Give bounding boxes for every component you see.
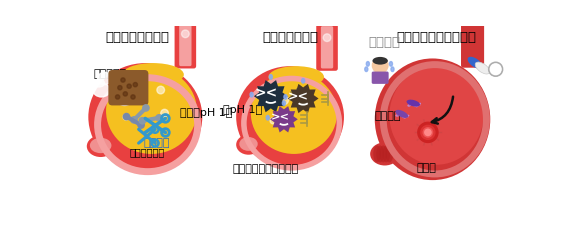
Text: ペプシン: ペプシン	[144, 137, 170, 147]
Text: バクテリア（バイ菌）: バクテリア（バイ菌）	[232, 163, 299, 173]
Text: 胃酸による殺菌: 胃酸による殺菌	[262, 31, 318, 44]
Text: 胃潰瘍: 胃潰瘍	[417, 162, 436, 172]
FancyBboxPatch shape	[321, 27, 333, 69]
FancyBboxPatch shape	[174, 19, 196, 69]
Ellipse shape	[236, 135, 261, 155]
FancyBboxPatch shape	[108, 71, 148, 106]
Circle shape	[488, 63, 503, 77]
Ellipse shape	[106, 68, 197, 154]
Circle shape	[118, 86, 122, 90]
Circle shape	[417, 122, 439, 144]
Circle shape	[121, 79, 125, 83]
Ellipse shape	[118, 95, 131, 106]
Circle shape	[157, 87, 165, 94]
Ellipse shape	[383, 146, 390, 163]
Ellipse shape	[284, 95, 287, 100]
Circle shape	[424, 129, 432, 137]
Ellipse shape	[395, 110, 408, 118]
Text: ピロリ菌: ピロリ菌	[375, 111, 401, 121]
Circle shape	[279, 96, 289, 105]
Ellipse shape	[468, 58, 482, 69]
Circle shape	[123, 114, 129, 121]
Circle shape	[123, 92, 127, 97]
Polygon shape	[254, 81, 288, 113]
Ellipse shape	[379, 146, 387, 163]
Text: ><: ><	[288, 90, 309, 102]
Ellipse shape	[375, 59, 490, 180]
Circle shape	[131, 95, 135, 100]
Ellipse shape	[236, 67, 344, 168]
FancyBboxPatch shape	[179, 22, 191, 67]
Text: （pH 1）: （pH 1）	[223, 105, 262, 115]
Ellipse shape	[389, 62, 392, 67]
Circle shape	[132, 93, 143, 104]
Ellipse shape	[268, 67, 324, 88]
Circle shape	[323, 35, 331, 42]
Ellipse shape	[94, 80, 105, 88]
Ellipse shape	[365, 68, 368, 72]
Ellipse shape	[385, 146, 393, 163]
FancyBboxPatch shape	[461, 16, 484, 68]
Ellipse shape	[90, 138, 112, 153]
Text: タンパク質: タンパク質	[94, 68, 127, 78]
Ellipse shape	[87, 136, 114, 157]
Circle shape	[139, 117, 146, 125]
Ellipse shape	[250, 93, 253, 97]
Ellipse shape	[366, 62, 370, 67]
Ellipse shape	[118, 83, 134, 95]
Ellipse shape	[93, 84, 110, 97]
Circle shape	[422, 127, 434, 138]
Ellipse shape	[239, 137, 258, 151]
Text: 胃酸（pH 1）: 胃酸（pH 1）	[180, 107, 232, 117]
FancyBboxPatch shape	[316, 24, 338, 72]
Circle shape	[130, 117, 138, 124]
Text: ><: ><	[270, 112, 289, 122]
Ellipse shape	[97, 73, 112, 85]
Ellipse shape	[389, 67, 483, 165]
Ellipse shape	[370, 143, 400, 166]
Circle shape	[142, 105, 150, 112]
Ellipse shape	[251, 73, 337, 154]
Ellipse shape	[302, 79, 305, 84]
Ellipse shape	[475, 63, 490, 75]
Polygon shape	[270, 107, 298, 133]
Circle shape	[137, 122, 145, 129]
Text: 胃酸抑制剤による治療: 胃酸抑制剤による治療	[396, 31, 477, 44]
Circle shape	[161, 110, 169, 117]
Ellipse shape	[391, 68, 394, 72]
Ellipse shape	[376, 146, 384, 163]
Ellipse shape	[282, 101, 285, 106]
FancyBboxPatch shape	[372, 72, 389, 85]
Circle shape	[372, 58, 389, 74]
Ellipse shape	[269, 75, 272, 80]
Circle shape	[155, 115, 163, 122]
Ellipse shape	[266, 116, 269, 121]
Ellipse shape	[122, 64, 184, 87]
Text: （消化酵素）: （消化酵素）	[130, 146, 165, 156]
Text: タンパク質の消化: タンパク質の消化	[106, 31, 170, 44]
Circle shape	[133, 83, 138, 87]
Circle shape	[300, 89, 308, 97]
Circle shape	[182, 31, 189, 38]
Ellipse shape	[406, 100, 420, 107]
Text: ストレス: ストレス	[368, 36, 400, 49]
Circle shape	[127, 85, 131, 89]
Ellipse shape	[372, 58, 388, 65]
Circle shape	[115, 95, 120, 100]
Circle shape	[123, 113, 130, 121]
Text: ><: ><	[254, 86, 277, 100]
Polygon shape	[288, 84, 319, 114]
Ellipse shape	[373, 146, 381, 163]
Circle shape	[420, 125, 436, 140]
Ellipse shape	[88, 64, 202, 171]
Circle shape	[270, 118, 276, 124]
